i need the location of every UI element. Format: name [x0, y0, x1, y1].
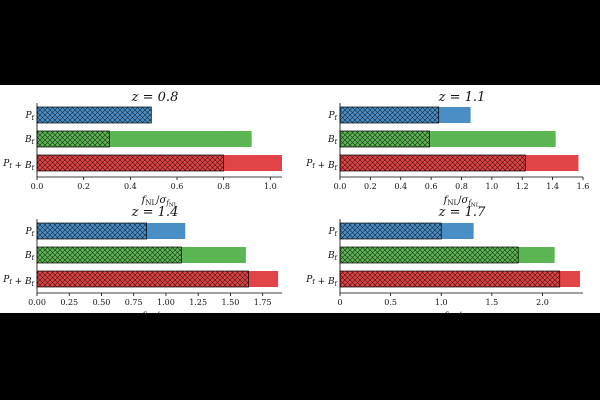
- x-tick-label: 1.25: [189, 298, 207, 307]
- category-label: Pf: [328, 111, 338, 122]
- x-tick-label: 0.2: [77, 182, 90, 191]
- category-label: Bf: [327, 251, 338, 262]
- x-tick-label: 0.50: [93, 298, 111, 307]
- x-tick-label: 0.6: [425, 182, 438, 191]
- x-tick-label: 1.50: [222, 298, 240, 307]
- x-tick-label: 0.00: [28, 298, 46, 307]
- category-label: Pf + Bf: [305, 275, 337, 288]
- panel-3: z = 1.4 Pf Bf Pf + Bf 0.00 0.25 0.50 0.75 1.00 1.…: [2, 205, 282, 325]
- bar-hatch-overlay-1: [36, 130, 110, 148]
- panel-title: z = 1.1: [438, 90, 486, 105]
- x-tick-label: 1.75: [254, 298, 272, 307]
- panel-title: z = 1.7: [438, 205, 486, 220]
- x-axis-label: fNL/σfNL: [141, 195, 178, 209]
- x-tick-label: 1.6: [577, 182, 590, 191]
- chart-svg: z = 0.8 Pf Bf Pf + Bf 0.0 0.2 0.4 0.6 0.8 1.0 fNL/…: [2, 90, 589, 325]
- bar-hatch-overlay-2: [339, 154, 526, 172]
- x-tick-label: 0.8: [455, 182, 468, 191]
- panel-title: z = 1.4: [131, 205, 179, 220]
- category-label: Pf: [25, 227, 35, 238]
- bar-hatch-overlay-2: [339, 270, 561, 288]
- x-tick-label: 1.4: [546, 182, 559, 191]
- bar-hatch-overlay-2: [36, 154, 225, 172]
- category-label: Pf + Bf: [305, 159, 337, 172]
- x-tick-label: 1.0: [486, 182, 499, 191]
- category-label: Bf: [24, 251, 35, 262]
- panel-1: z = 0.8 Pf Bf Pf + Bf 0.0 0.2 0.4 0.6 0.8 1.0 fNL/…: [2, 90, 282, 209]
- bar-hatch-overlay-1: [36, 246, 182, 264]
- x-tick-label: 0.4: [394, 182, 407, 191]
- x-tick-label: 1.0: [435, 298, 448, 307]
- panel-title: z = 0.8: [131, 90, 179, 105]
- x-tick-label: 0.75: [125, 298, 143, 307]
- category-label: Pf: [328, 227, 338, 238]
- x-tick-label: 1.0: [264, 182, 277, 191]
- x-tick-label: 1.5: [486, 298, 499, 307]
- panel-2: z = 1.1 Pf Bf Pf + Bf 0.0 0.2 0.4 0.6 0.8 1.0 1.2 1…: [305, 90, 589, 209]
- category-label: Pf + Bf: [2, 275, 34, 288]
- x-tick-label: 0.6: [171, 182, 184, 191]
- bar-hatch-overlay-0: [36, 222, 147, 240]
- category-label: Bf: [24, 135, 35, 146]
- category-label: Pf + Bf: [2, 159, 34, 172]
- bar-hatch-overlay-2: [36, 270, 249, 288]
- x-tick-label: 0.0: [334, 182, 347, 191]
- x-axis-label: fNL/σfNL: [141, 311, 178, 313]
- panel-4: z = 1.7 Pf Bf Pf + Bf 0 0.5 1.0 1.5 2.0 fNL/σfNL: [305, 205, 583, 325]
- x-axis-label: fNL/σfNL: [443, 311, 480, 313]
- x-tick-label: 0.4: [124, 182, 137, 191]
- x-tick-label: 1.00: [157, 298, 175, 307]
- x-tick-label: 0.8: [217, 182, 230, 191]
- bar-hatch-overlay-1: [339, 246, 519, 264]
- x-tick-label: 0.2: [364, 182, 377, 191]
- x-tick-label: 0: [337, 298, 342, 307]
- bar-hatch-overlay-1: [339, 130, 430, 148]
- bar-hatch-overlay-0: [339, 222, 442, 240]
- x-tick-label: 2.0: [536, 298, 549, 307]
- x-axis-label: fNL/σfNL: [443, 195, 480, 209]
- x-tick-label: 1.2: [516, 182, 529, 191]
- bar-hatch-overlay-0: [339, 106, 440, 124]
- category-label: Bf: [327, 135, 338, 146]
- bar-hatch-overlay-0: [36, 106, 152, 124]
- category-label: Pf: [25, 111, 35, 122]
- x-tick-label: 0.25: [60, 298, 78, 307]
- figure: z = 0.8 Pf Bf Pf + Bf 0.0 0.2 0.4 0.6 0.8 1.0 fNL/…: [0, 85, 600, 325]
- x-tick-label: 0.5: [384, 298, 397, 307]
- x-tick-label: 0.0: [31, 182, 44, 191]
